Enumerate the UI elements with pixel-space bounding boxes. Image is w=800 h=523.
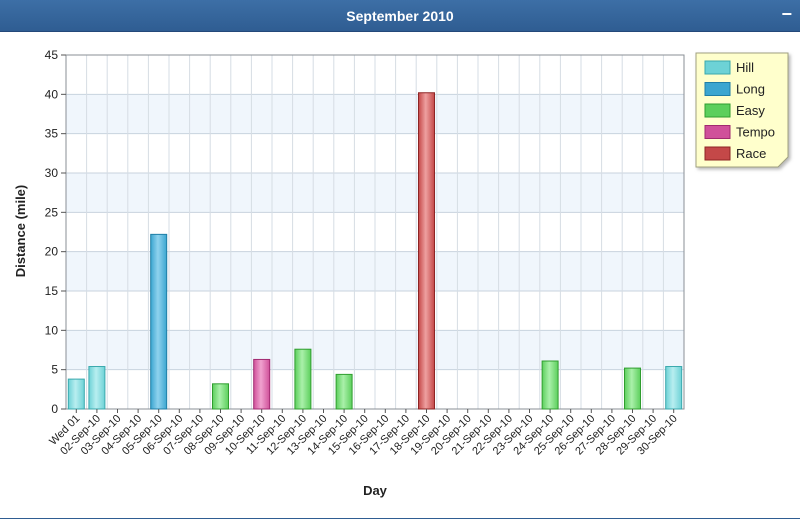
legend-swatch-race [704, 146, 731, 161]
legend-label-tempo: Tempo [736, 125, 775, 140]
chart-header: September 2010 − [0, 0, 800, 32]
y-tick-label: 0 [51, 402, 58, 416]
bar-02-sep-10[interactable] [88, 366, 106, 410]
legend-swatch-hill [704, 60, 731, 75]
bar-08-sep-10[interactable] [212, 383, 229, 410]
chart-title: September 2010 [346, 7, 454, 24]
y-tick-label: 20 [45, 245, 59, 259]
y-axis: 0 5 10 15 20 25 30 35 40 45 [45, 48, 66, 416]
legend-label-easy: Easy [736, 103, 765, 118]
legend-label-hill: Hill [736, 60, 754, 75]
y-tick-label: 5 [51, 363, 58, 377]
legend-label-race: Race [736, 146, 766, 161]
bar-series [67, 92, 683, 410]
legend-swatch-easy [704, 103, 731, 118]
legend-swatch-tempo [704, 125, 731, 139]
y-axis-label: Distance (mile) [13, 185, 28, 277]
bar-14-sep-10[interactable] [335, 373, 353, 410]
y-tick-label: 15 [45, 284, 59, 298]
bar-18-sep-10[interactable] [418, 92, 435, 410]
bar-30-sep-10[interactable] [665, 366, 683, 410]
x-axis: Wed 0102-Sep-1003-Sep-1004-Sep-1005-Sep-… [47, 409, 680, 457]
legend: Hill Long Easy Tempo Race [695, 52, 789, 168]
legend-label-long: Long [736, 82, 765, 97]
bottom-divider [0, 518, 800, 519]
y-tick-label: 25 [45, 205, 59, 219]
y-tick-label: 40 [45, 87, 59, 101]
plot-border [65, 54, 685, 410]
bar-24-sep-10[interactable] [541, 360, 559, 410]
bar-28-sep-10[interactable] [624, 367, 641, 410]
minimize-icon[interactable]: − [781, 4, 792, 24]
grid-lines [65, 54, 685, 410]
x-axis-label: Day [363, 483, 388, 498]
bar-05-sep-10[interactable] [150, 233, 168, 410]
y-tick-label: 10 [45, 323, 59, 337]
bar-chart: 0 5 10 15 20 25 30 35 40 45 Wed 0102-Sep-1003-Sep… [13, 48, 789, 498]
y-tick-label: 45 [45, 48, 59, 62]
bar-10-sep-10[interactable] [253, 358, 271, 410]
y-tick-label: 35 [45, 127, 59, 141]
bar-wed-01[interactable] [67, 378, 85, 410]
y-tick-label: 30 [45, 166, 59, 180]
bar-12-sep-10[interactable] [294, 348, 312, 410]
legend-swatch-long [704, 82, 731, 96]
